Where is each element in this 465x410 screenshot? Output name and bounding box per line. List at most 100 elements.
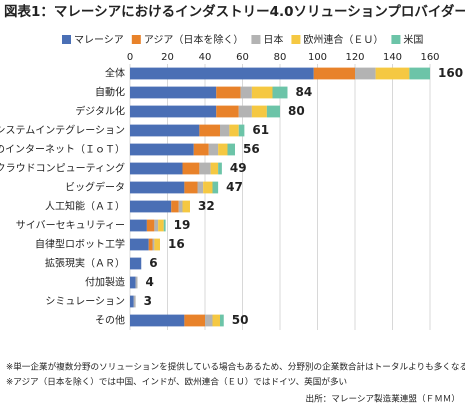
legend-swatch xyxy=(391,35,401,44)
total-label: 56 xyxy=(243,142,260,156)
bar-segment xyxy=(184,314,205,327)
bar-segment xyxy=(409,67,430,80)
y-tick-label: モノのインターネット（ＩｏＴ） xyxy=(0,144,125,156)
bar-segment xyxy=(178,200,183,213)
legend-swatch xyxy=(251,35,261,44)
y-tick-label: 拡張現実（ＡＲ） xyxy=(45,257,125,270)
x-tick-label: 20 xyxy=(161,52,174,63)
x-tick-label: 0 xyxy=(127,52,133,63)
legend-label: マレーシア xyxy=(74,35,124,46)
legend-swatch xyxy=(131,35,141,44)
footnote: ※アジア（日本を除く）では中国、インドが、欧州連合（ＥＵ）ではドイツ、英国が多い xyxy=(6,376,347,388)
bar-segment xyxy=(130,314,185,327)
bar-segment xyxy=(182,162,200,175)
bar-segment xyxy=(212,314,220,327)
x-tick-label: 40 xyxy=(199,52,212,63)
y-tick-label: 全体 xyxy=(105,67,125,80)
y-tick-label: システムインテグレーション xyxy=(0,124,125,137)
bar-segment xyxy=(154,238,160,251)
bar-segment xyxy=(130,238,149,251)
bar-segment xyxy=(130,181,185,194)
bar-segment xyxy=(205,314,213,327)
total-label: 3 xyxy=(144,294,152,308)
x-tick-label: 100 xyxy=(308,52,327,63)
y-tick-label: シミュレーション xyxy=(45,297,125,308)
total-label: 61 xyxy=(252,123,269,137)
legend-swatch xyxy=(291,35,301,44)
bar-segment xyxy=(240,86,252,99)
y-tick-label: 人工知能（ＡＩ） xyxy=(45,200,125,213)
bar-segment xyxy=(210,162,219,175)
x-tick-label: 120 xyxy=(345,52,364,63)
total-label: 6 xyxy=(149,256,157,270)
bar-segment xyxy=(229,124,239,137)
x-tick-label: 140 xyxy=(383,52,402,63)
bar-segment xyxy=(130,219,147,232)
bar-segment xyxy=(203,181,213,194)
legend-label: 欧州連合（ＥＵ） xyxy=(303,33,383,46)
bar-segment xyxy=(130,86,217,99)
total-label: 47 xyxy=(226,180,243,194)
total-label: 19 xyxy=(174,218,191,232)
bar-segment xyxy=(218,143,228,156)
y-tick-label: サイバーセキュリティー xyxy=(16,220,125,232)
x-tick-label: 80 xyxy=(274,52,287,63)
bar-segment xyxy=(199,124,220,137)
bar-segment xyxy=(218,162,222,175)
y-tick-label: 付加製造 xyxy=(85,276,125,289)
bar-segment xyxy=(154,219,159,232)
bar-segment xyxy=(216,86,241,99)
bar-segment xyxy=(197,181,204,194)
bar-segment xyxy=(146,219,155,232)
legend-label: アジア（日本を除く） xyxy=(144,33,244,46)
total-label: 4 xyxy=(146,275,154,289)
legend-label: 日本 xyxy=(263,33,283,46)
source: 出所：マレーシア製造業連盟（ＦＭＭ） xyxy=(305,393,460,405)
bar-segment xyxy=(130,143,194,156)
bar-segment xyxy=(238,124,245,137)
bar-segment xyxy=(238,105,252,118)
bar-segment xyxy=(251,105,267,118)
y-tick-label: 自動化 xyxy=(95,86,125,99)
bar-segment xyxy=(272,86,288,99)
x-tick-label: 160 xyxy=(420,52,439,63)
bar-segment xyxy=(158,219,164,232)
bar-segment xyxy=(182,200,190,213)
bar-segment xyxy=(130,257,142,270)
legend-label: 米国 xyxy=(403,33,423,46)
bar-segment xyxy=(148,238,153,251)
total-label: 49 xyxy=(230,161,247,175)
bar-segment xyxy=(227,143,235,156)
bar-segment xyxy=(130,124,200,137)
total-label: 32 xyxy=(198,199,215,213)
y-tick-label: 自律型ロボット工学 xyxy=(35,238,125,251)
bar-segment xyxy=(355,67,376,80)
y-tick-label: クラウドコンピューティング xyxy=(0,162,125,175)
bar-segment xyxy=(251,86,273,99)
bar-segment xyxy=(216,105,239,118)
bar-segment xyxy=(130,67,314,80)
bar-segment xyxy=(208,143,219,156)
y-tick-label: デジタル化 xyxy=(75,105,125,118)
total-label: 160 xyxy=(438,66,463,80)
bar-segment xyxy=(266,105,280,118)
bar-segment xyxy=(199,162,211,175)
bar-segment xyxy=(135,276,138,289)
bar-segment xyxy=(171,200,179,213)
bar-segment xyxy=(130,105,217,118)
bar-segment xyxy=(184,181,198,194)
total-label: 84 xyxy=(296,85,313,99)
y-tick-label: その他 xyxy=(95,314,125,327)
bar-segment xyxy=(375,67,410,80)
bar-segment xyxy=(163,219,166,232)
bar-segment xyxy=(152,238,155,251)
total-label: 80 xyxy=(288,104,305,118)
legend-swatch xyxy=(62,35,71,44)
bar-segment xyxy=(133,295,136,308)
bar-segment xyxy=(130,162,183,175)
bar-segment xyxy=(212,181,219,194)
bar-segment xyxy=(130,295,134,308)
bar-segment xyxy=(193,143,209,156)
bar-segment xyxy=(130,200,172,213)
